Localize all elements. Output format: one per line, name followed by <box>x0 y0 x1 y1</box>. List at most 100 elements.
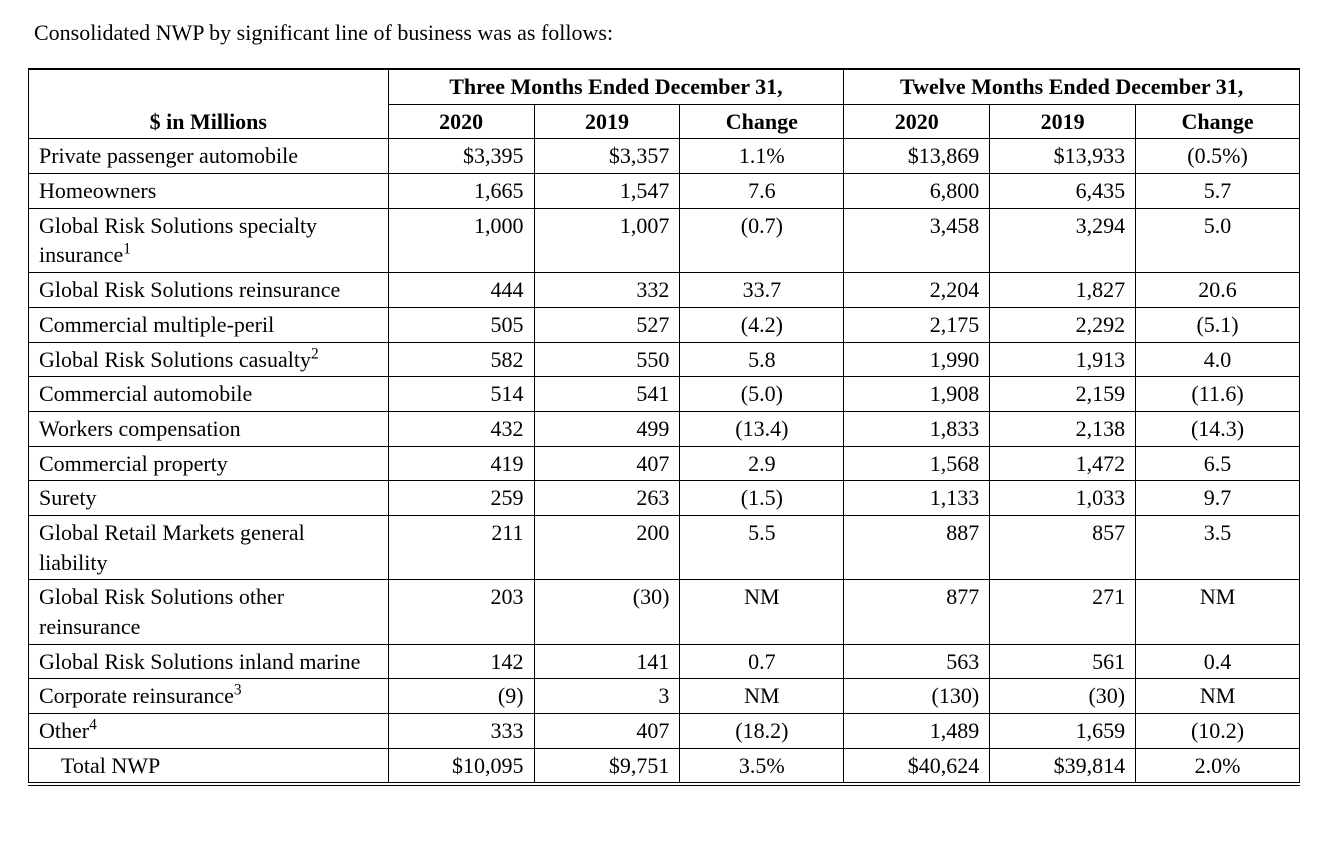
cell-value: 3 <box>534 679 680 714</box>
cell-value: 1,547 <box>534 174 680 209</box>
footnote-ref: 3 <box>234 682 242 699</box>
cell-value: 1,472 <box>990 446 1136 481</box>
cell-change: 5.8 <box>680 342 844 377</box>
cell-value: 332 <box>534 273 680 308</box>
cell-change: 5.5 <box>680 515 844 579</box>
cell-change: 2.9 <box>680 446 844 481</box>
cell-value: $13,869 <box>844 139 990 174</box>
table-row: Global Risk Solutions specialty insuranc… <box>29 208 1300 272</box>
cell-value: 200 <box>534 515 680 579</box>
cell-value: 505 <box>388 307 534 342</box>
cell-value: 2,175 <box>844 307 990 342</box>
cell-value: 407 <box>534 714 680 749</box>
cell-value: 3,294 <box>990 208 1136 272</box>
cell-value: $40,624 <box>844 748 990 784</box>
cell-change: 0.7 <box>680 644 844 679</box>
cell-value: $10,095 <box>388 748 534 784</box>
table-row: Commercial multiple-peril505527(4.2)2,17… <box>29 307 1300 342</box>
cell-value: 2,138 <box>990 411 1136 446</box>
row-label: Other4 <box>29 714 389 749</box>
cell-change: NM <box>1136 679 1300 714</box>
footnote-ref: 4 <box>89 717 97 734</box>
cell-change: 2.0% <box>1136 748 1300 784</box>
cell-value: 541 <box>534 377 680 412</box>
cell-value: 857 <box>990 515 1136 579</box>
cell-value: 1,908 <box>844 377 990 412</box>
cell-value: 2,159 <box>990 377 1136 412</box>
cell-change: 9.7 <box>1136 481 1300 516</box>
row-label: Global Risk Solutions other reinsurance <box>29 580 389 644</box>
cell-value: 141 <box>534 644 680 679</box>
cell-value: 561 <box>990 644 1136 679</box>
cell-change: 4.0 <box>1136 342 1300 377</box>
cell-value: 1,833 <box>844 411 990 446</box>
footnote-ref: 1 <box>123 241 131 258</box>
cell-value: 514 <box>388 377 534 412</box>
cell-change: (11.6) <box>1136 377 1300 412</box>
cell-value: 211 <box>388 515 534 579</box>
cell-change: (4.2) <box>680 307 844 342</box>
cell-value: 407 <box>534 446 680 481</box>
row-label: Global Retail Markets general liability <box>29 515 389 579</box>
nwp-table: $ in Millions Three Months Ended Decembe… <box>28 68 1300 786</box>
cell-value: (9) <box>388 679 534 714</box>
cell-change: (0.5%) <box>1136 139 1300 174</box>
table-row: Global Risk Solutions inland marine14214… <box>29 644 1300 679</box>
row-label: Workers compensation <box>29 411 389 446</box>
cell-value: 1,659 <box>990 714 1136 749</box>
row-label: Global Risk Solutions inland marine <box>29 644 389 679</box>
table-row: Surety259263(1.5)1,1331,0339.7 <box>29 481 1300 516</box>
cell-value: 6,435 <box>990 174 1136 209</box>
cell-change: (0.7) <box>680 208 844 272</box>
cell-value: (30) <box>990 679 1136 714</box>
cell-value: 203 <box>388 580 534 644</box>
cell-change: 5.7 <box>1136 174 1300 209</box>
col-group-twelve-months: Twelve Months Ended December 31, <box>844 69 1300 104</box>
cell-value: 1,913 <box>990 342 1136 377</box>
cell-change: NM <box>1136 580 1300 644</box>
table-row: Corporate reinsurance3(9)3NM(130)(30)NM <box>29 679 1300 714</box>
cell-change: (5.0) <box>680 377 844 412</box>
cell-change: NM <box>680 679 844 714</box>
cell-value: 527 <box>534 307 680 342</box>
table-row: Workers compensation432499(13.4)1,8332,1… <box>29 411 1300 446</box>
cell-value: 1,990 <box>844 342 990 377</box>
cell-change: 0.4 <box>1136 644 1300 679</box>
cell-value: 419 <box>388 446 534 481</box>
cell-value: 444 <box>388 273 534 308</box>
cell-value: 1,000 <box>388 208 534 272</box>
table-row: Private passenger automobile$3,395$3,357… <box>29 139 1300 174</box>
table-row: Global Retail Markets general liability2… <box>29 515 1300 579</box>
cell-value: 6,800 <box>844 174 990 209</box>
cell-value: 333 <box>388 714 534 749</box>
total-row: Total NWP$10,095$9,7513.5%$40,624$39,814… <box>29 748 1300 784</box>
cell-value: 499 <box>534 411 680 446</box>
cell-value: 2,204 <box>844 273 990 308</box>
intro-text: Consolidated NWP by significant line of … <box>34 20 1302 46</box>
cell-value: (30) <box>534 580 680 644</box>
table-row: Commercial property4194072.91,5681,4726.… <box>29 446 1300 481</box>
header-row-groups: $ in Millions Three Months Ended Decembe… <box>29 69 1300 104</box>
col-q-change: Change <box>680 104 844 139</box>
cell-value: 1,489 <box>844 714 990 749</box>
table-row: Other4333407(18.2)1,4891,659(10.2) <box>29 714 1300 749</box>
row-label: Commercial multiple-peril <box>29 307 389 342</box>
cell-value: $39,814 <box>990 748 1136 784</box>
rowhead-label: $ in Millions <box>150 109 267 134</box>
col-q-2020: 2020 <box>388 104 534 139</box>
cell-change: (1.5) <box>680 481 844 516</box>
cell-value: 432 <box>388 411 534 446</box>
col-y-2020: 2020 <box>844 104 990 139</box>
cell-value: 1,033 <box>990 481 1136 516</box>
row-label: Private passenger automobile <box>29 139 389 174</box>
cell-value: 1,568 <box>844 446 990 481</box>
cell-change: (13.4) <box>680 411 844 446</box>
cell-change: 3.5% <box>680 748 844 784</box>
footnote-ref: 2 <box>311 345 319 362</box>
total-label: Total NWP <box>29 748 389 784</box>
cell-value: 550 <box>534 342 680 377</box>
col-q-2019: 2019 <box>534 104 680 139</box>
col-y-2019: 2019 <box>990 104 1136 139</box>
cell-value: 259 <box>388 481 534 516</box>
cell-change: (18.2) <box>680 714 844 749</box>
